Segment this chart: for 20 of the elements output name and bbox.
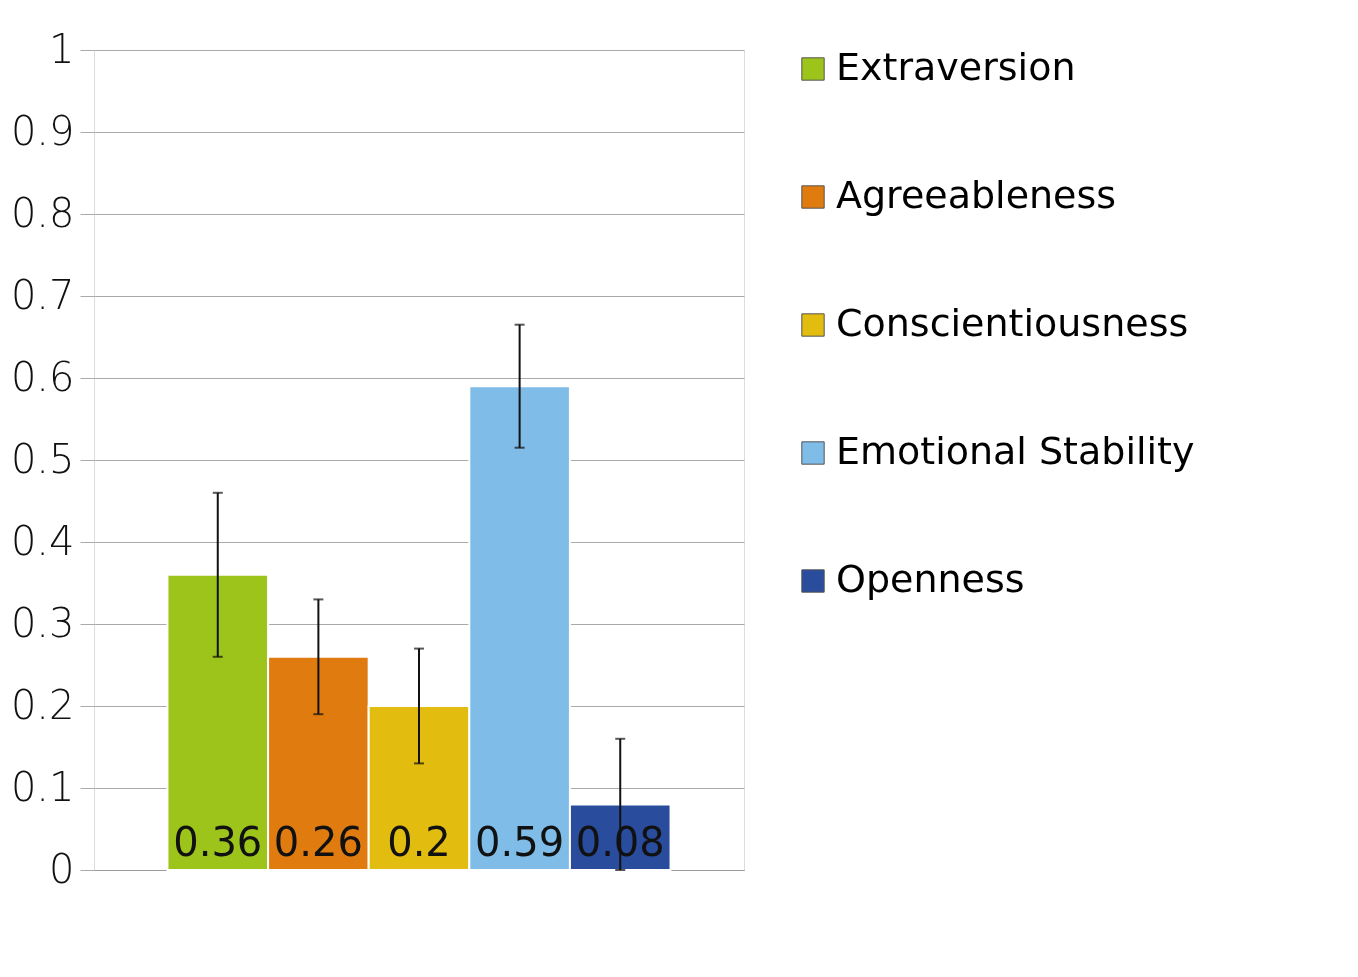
y-tick-label: 0.6	[10, 353, 75, 400]
y-tick-label: 0.2	[10, 681, 75, 728]
y-tick-label: 0.4	[10, 517, 75, 564]
y-tick-label: 0.1	[10, 763, 75, 810]
y-tick-label: 0.3	[10, 599, 75, 646]
data-label: 0.59	[475, 819, 565, 865]
legend-label: Emotional Stability	[836, 429, 1195, 473]
legend-label: Conscientiousness	[836, 301, 1189, 345]
legend-label: Extraversion	[836, 45, 1076, 89]
legend-label: Agreeableness	[836, 173, 1117, 217]
y-tick-label: 1	[49, 25, 75, 72]
y-tick-label: 0.9	[10, 107, 75, 154]
legend-label: Openness	[836, 557, 1025, 601]
y-tick-label: 0	[49, 845, 75, 892]
data-label: 0.2	[387, 819, 451, 865]
y-tick-label: 0.5	[10, 435, 75, 482]
y-tick-label: 0.7	[10, 271, 75, 318]
y-tick-label: 0.8	[10, 189, 75, 236]
data-label: 0.36	[173, 819, 263, 865]
data-label: 0.26	[273, 819, 363, 865]
